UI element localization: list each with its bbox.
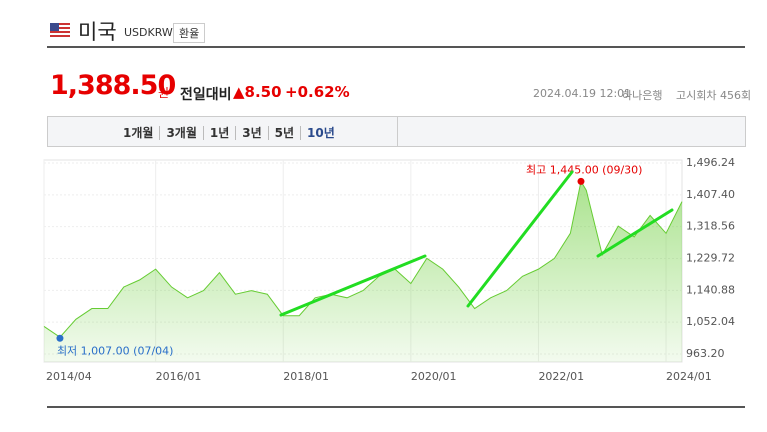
bottom-divider xyxy=(47,406,745,408)
price-unit: 원 xyxy=(158,86,170,100)
tab[interactable]: 3개월 xyxy=(159,126,203,140)
y-tick-label: 1,140.88 xyxy=(686,283,735,296)
trend-line xyxy=(466,170,574,308)
tabs: 1개월 3개월 1년 3년 5년 10년 xyxy=(117,124,341,141)
extreme-label: 최저 1,007.00 (07/04) xyxy=(57,344,174,357)
y-tick-label: 1,229.72 xyxy=(686,251,735,264)
change-label: 전일대비 xyxy=(180,87,232,103)
change-pct: +0.62% xyxy=(285,83,350,101)
trend-line xyxy=(596,208,674,258)
y-tick-label: 1,496.24 xyxy=(686,156,735,169)
tab[interactable]: 3년 xyxy=(235,126,268,140)
extreme-dot xyxy=(577,177,585,185)
datetime: 2024.04.19 12:01 xyxy=(533,87,632,100)
change: ▲8.50 xyxy=(233,83,282,101)
tab[interactable]: 1년 xyxy=(202,126,236,140)
flag xyxy=(50,23,70,37)
y-tick-label: 1,407.40 xyxy=(686,188,735,201)
y-tick-label: 1,318.56 xyxy=(686,220,735,233)
price: 1,388.50 xyxy=(50,70,176,101)
extreme-dot xyxy=(56,334,64,342)
fx-button[interactable]: 환율 xyxy=(173,23,206,43)
country: 미국 xyxy=(78,20,117,44)
x-tick-label: 2020/01 xyxy=(411,370,457,383)
round: 고시회차 456회 xyxy=(676,89,752,102)
extreme-label: 최고 1,445.00 (09/30) xyxy=(526,163,643,176)
code: USDKRW xyxy=(124,26,173,39)
divider xyxy=(47,46,745,48)
x-tick-label: 2018/01 xyxy=(283,370,329,383)
tab-bar xyxy=(47,116,746,147)
tab[interactable]: 5년 xyxy=(267,126,301,140)
x-tick-label: 2014/04 xyxy=(46,370,92,383)
tab[interactable]: 1개월 xyxy=(123,126,154,140)
y-tick-label: 963.20 xyxy=(686,347,725,360)
chart: 963.20 1,052.04 1,140.88 1,229.72 1,318.56 1,… xyxy=(43,156,735,383)
bank: 하나은행 xyxy=(622,89,663,102)
area xyxy=(44,181,682,362)
x-tick-label: 2016/01 xyxy=(156,370,202,383)
tab[interactable]: 10년 xyxy=(300,126,341,140)
trend-line xyxy=(279,254,427,317)
x-tick-label: 2024/01 xyxy=(666,370,712,383)
x-tick-label: 2022/01 xyxy=(538,370,584,383)
y-tick-label: 1,052.04 xyxy=(686,315,735,328)
